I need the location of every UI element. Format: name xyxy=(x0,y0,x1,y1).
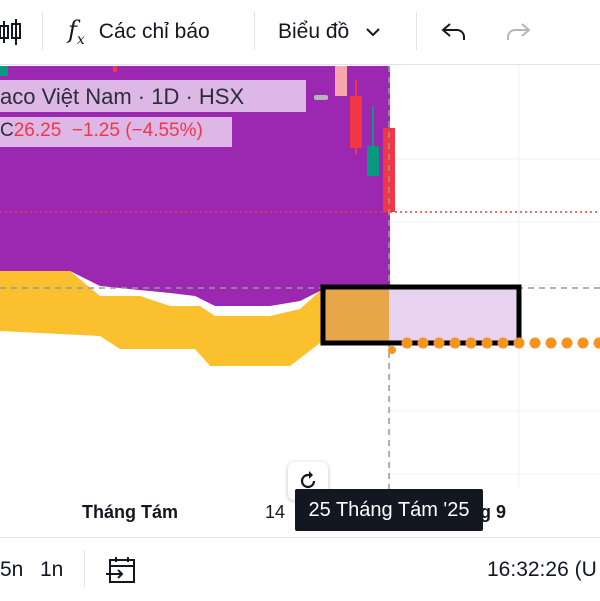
redo-button[interactable] xyxy=(504,0,532,64)
symbol-title[interactable]: aco Việt Nam · 1D · HSX xyxy=(0,84,244,110)
redo-icon xyxy=(504,21,532,43)
legend-collapse-handle[interactable] xyxy=(314,95,328,100)
candle xyxy=(350,96,362,148)
undo-icon xyxy=(440,21,468,43)
candle xyxy=(335,66,347,96)
toolbar-divider xyxy=(42,12,43,50)
candle xyxy=(113,66,117,72)
time-axis-label: Tháng Tám xyxy=(82,502,178,523)
bottom-bar: 5n 1n 16:32:26 (U xyxy=(0,537,600,601)
chart-area[interactable]: aco Việt Nam · 1D · HSX C26.25 −1.25 (−4… xyxy=(0,66,600,536)
candle-style-icon[interactable] xyxy=(0,0,22,64)
fx-icon: fx xyxy=(68,16,85,48)
indicators-button[interactable]: fx Các chỉ báo xyxy=(68,0,210,64)
clock-timezone[interactable]: 16:32:26 (U xyxy=(487,538,597,601)
top-toolbar: fx Các chỉ báo Biểu đồ xyxy=(0,0,600,65)
range-5n-button[interactable]: 5n xyxy=(0,538,23,601)
undo-button[interactable] xyxy=(440,0,468,64)
forecast-box-left xyxy=(322,287,389,343)
chart-type-dropdown[interactable]: Biểu đồ xyxy=(278,0,381,64)
toolbar-divider xyxy=(416,12,417,50)
range-1n-button[interactable]: 1n xyxy=(40,538,63,601)
crosshair-date-label: 25 Tháng Tám '25 xyxy=(295,489,483,531)
close-prefix: C xyxy=(0,120,14,141)
chevron-down-icon xyxy=(365,26,381,38)
close-value: 26.25 xyxy=(14,120,62,141)
time-axis-label: g 9 xyxy=(480,502,506,523)
chart-type-label: Biểu đồ xyxy=(278,20,349,44)
time-axis-label: 14 xyxy=(265,502,285,523)
candle xyxy=(0,66,8,76)
calendar-arrow-icon xyxy=(106,555,138,585)
bottom-divider xyxy=(84,550,85,588)
forecast-box-right xyxy=(389,287,519,343)
indicators-label: Các chỉ báo xyxy=(99,20,210,44)
price-line: C26.25 −1.25 (−4.55%) xyxy=(0,120,203,142)
toolbar-divider xyxy=(254,12,255,50)
price-change: −1.25 (−4.55%) xyxy=(72,120,203,141)
go-to-date-button[interactable] xyxy=(106,538,138,601)
candle xyxy=(367,146,379,176)
